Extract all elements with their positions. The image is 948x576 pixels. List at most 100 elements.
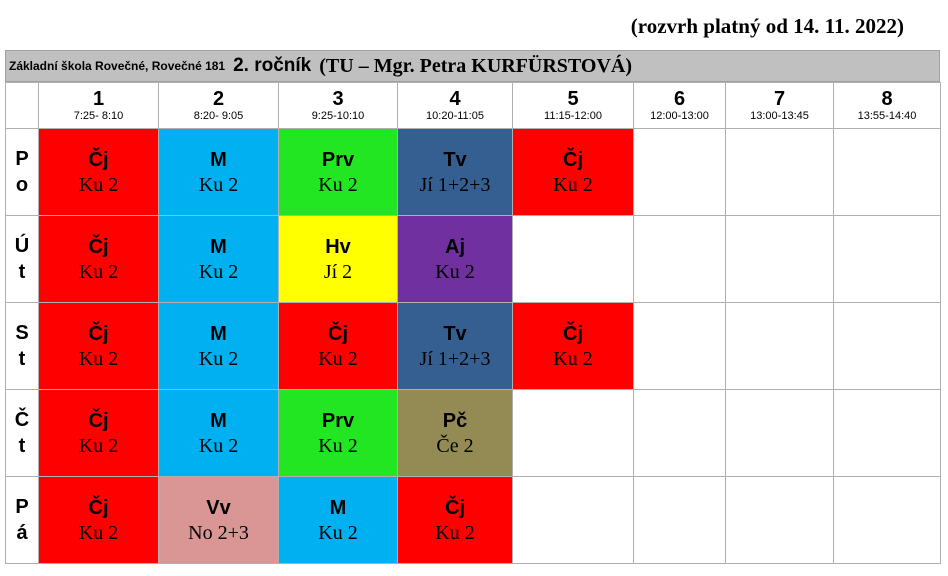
subject: Aj bbox=[445, 236, 465, 258]
empty-cell bbox=[725, 302, 834, 390]
day-label: á bbox=[16, 522, 28, 544]
period-time: 10:20-11:05 bbox=[426, 109, 484, 122]
empty-cell bbox=[633, 389, 726, 477]
subject: M bbox=[210, 236, 227, 258]
day-label: t bbox=[18, 261, 26, 283]
period-number: 7 bbox=[773, 87, 786, 110]
header-bar: Základní škola Rovečné, Rovečné 181 2. r… bbox=[5, 50, 940, 82]
period-number: 4 bbox=[449, 87, 461, 110]
period-number: 2 bbox=[212, 87, 225, 110]
period-header: 7 13:00-13:45 bbox=[725, 82, 834, 129]
empty-cell bbox=[512, 476, 634, 564]
period-time: 12:00-13:00 bbox=[650, 109, 709, 122]
period-number: 3 bbox=[332, 87, 344, 110]
room: Ku 2 bbox=[435, 522, 475, 544]
period-header: 8 13:55-14:40 bbox=[833, 82, 941, 129]
lesson-cell: Prv Ku 2 bbox=[278, 389, 398, 477]
period-header: 3 9:25-10:10 bbox=[278, 82, 398, 129]
lesson-cell: M Ku 2 bbox=[158, 215, 279, 303]
room: Ku 2 bbox=[78, 348, 119, 370]
period-number: 5 bbox=[567, 87, 579, 110]
room: Jí 1+2+3 bbox=[419, 174, 491, 196]
period-header: 2 8:20- 9:05 bbox=[158, 82, 279, 129]
lesson-cell: Čj Ku 2 bbox=[38, 215, 159, 303]
day-label: P bbox=[15, 148, 29, 170]
empty-cell bbox=[725, 389, 834, 477]
room: Jí 1+2+3 bbox=[419, 348, 491, 370]
class: 2. ročník bbox=[233, 55, 312, 76]
empty-cell bbox=[512, 215, 634, 303]
room: Ku 2 bbox=[198, 435, 239, 457]
day-label: t bbox=[18, 435, 26, 457]
room: Ku 2 bbox=[435, 261, 475, 283]
validity: (rozvrh platný od 14. 11. 2022) bbox=[630, 14, 904, 38]
lesson-cell: Hv Jí 2 bbox=[278, 215, 398, 303]
room: Ku 2 bbox=[78, 174, 119, 196]
subject: Čj bbox=[445, 497, 465, 519]
subject: Čj bbox=[88, 410, 109, 432]
subject: M bbox=[210, 323, 227, 345]
period-time: 11:15-12:00 bbox=[544, 109, 602, 122]
subject: Tv bbox=[443, 149, 467, 171]
lesson-cell: M Ku 2 bbox=[158, 302, 279, 390]
lesson-cell: Čj Ku 2 bbox=[512, 302, 634, 390]
lesson-cell: Prv Ku 2 bbox=[278, 128, 398, 216]
room: Ku 2 bbox=[198, 174, 239, 196]
empty-cell bbox=[512, 389, 634, 477]
empty-cell bbox=[833, 389, 941, 477]
room: Če 2 bbox=[436, 435, 474, 457]
period-number: 6 bbox=[673, 87, 686, 110]
lesson-cell: Čj Ku 2 bbox=[38, 389, 159, 477]
subject: M bbox=[329, 497, 347, 519]
period-header: 6 12:00-13:00 bbox=[633, 82, 726, 129]
subject: M bbox=[210, 149, 227, 171]
empty-cell bbox=[633, 215, 726, 303]
empty-cell bbox=[725, 128, 834, 216]
period-number: 8 bbox=[881, 87, 893, 110]
room: Jí 2 bbox=[323, 261, 353, 283]
day-label: o bbox=[15, 174, 29, 196]
room: Ku 2 bbox=[318, 522, 358, 544]
empty-cell bbox=[833, 476, 941, 564]
subject: Prv bbox=[321, 149, 355, 171]
period-time: 13:00-13:45 bbox=[750, 109, 809, 122]
period-header: 4 10:20-11:05 bbox=[397, 82, 513, 129]
subject: Čj bbox=[88, 149, 109, 171]
subject: Hv bbox=[325, 236, 351, 258]
subject: Prv bbox=[321, 410, 355, 432]
day-label: Ú bbox=[14, 235, 30, 257]
room: Ku 2 bbox=[553, 174, 593, 196]
room: Ku 2 bbox=[78, 522, 119, 544]
room: Ku 2 bbox=[198, 261, 239, 283]
corner-cell bbox=[5, 82, 39, 129]
period-number: 1 bbox=[92, 87, 105, 110]
subject: Vv bbox=[206, 497, 231, 519]
period-header: 1 7:25- 8:10 bbox=[38, 82, 159, 129]
day-label: Č bbox=[14, 409, 30, 431]
lesson-cell: Tv Jí 1+2+3 bbox=[397, 128, 513, 216]
room: Ku 2 bbox=[318, 435, 358, 457]
lesson-cell: M Ku 2 bbox=[158, 128, 279, 216]
room: Ku 2 bbox=[318, 174, 358, 196]
room: No 2+3 bbox=[188, 522, 249, 544]
lesson-cell: Čj Ku 2 bbox=[38, 128, 159, 216]
empty-cell bbox=[633, 128, 726, 216]
lesson-cell: Pč Če 2 bbox=[397, 389, 513, 477]
room: Ku 2 bbox=[78, 261, 119, 283]
subject: Čj bbox=[88, 323, 109, 345]
room: Ku 2 bbox=[318, 348, 358, 370]
subject: Tv bbox=[443, 323, 467, 345]
day-label: S bbox=[15, 322, 29, 344]
day-label: t bbox=[18, 348, 26, 370]
empty-cell bbox=[633, 302, 726, 390]
period-header: 5 11:15-12:00 bbox=[512, 82, 634, 129]
subject: Čj bbox=[563, 149, 583, 171]
subject: Pč bbox=[442, 410, 468, 432]
period-time: 7:25- 8:10 bbox=[73, 109, 124, 122]
period-time: 13:55-14:40 bbox=[857, 109, 917, 122]
day-label: P bbox=[15, 496, 29, 518]
